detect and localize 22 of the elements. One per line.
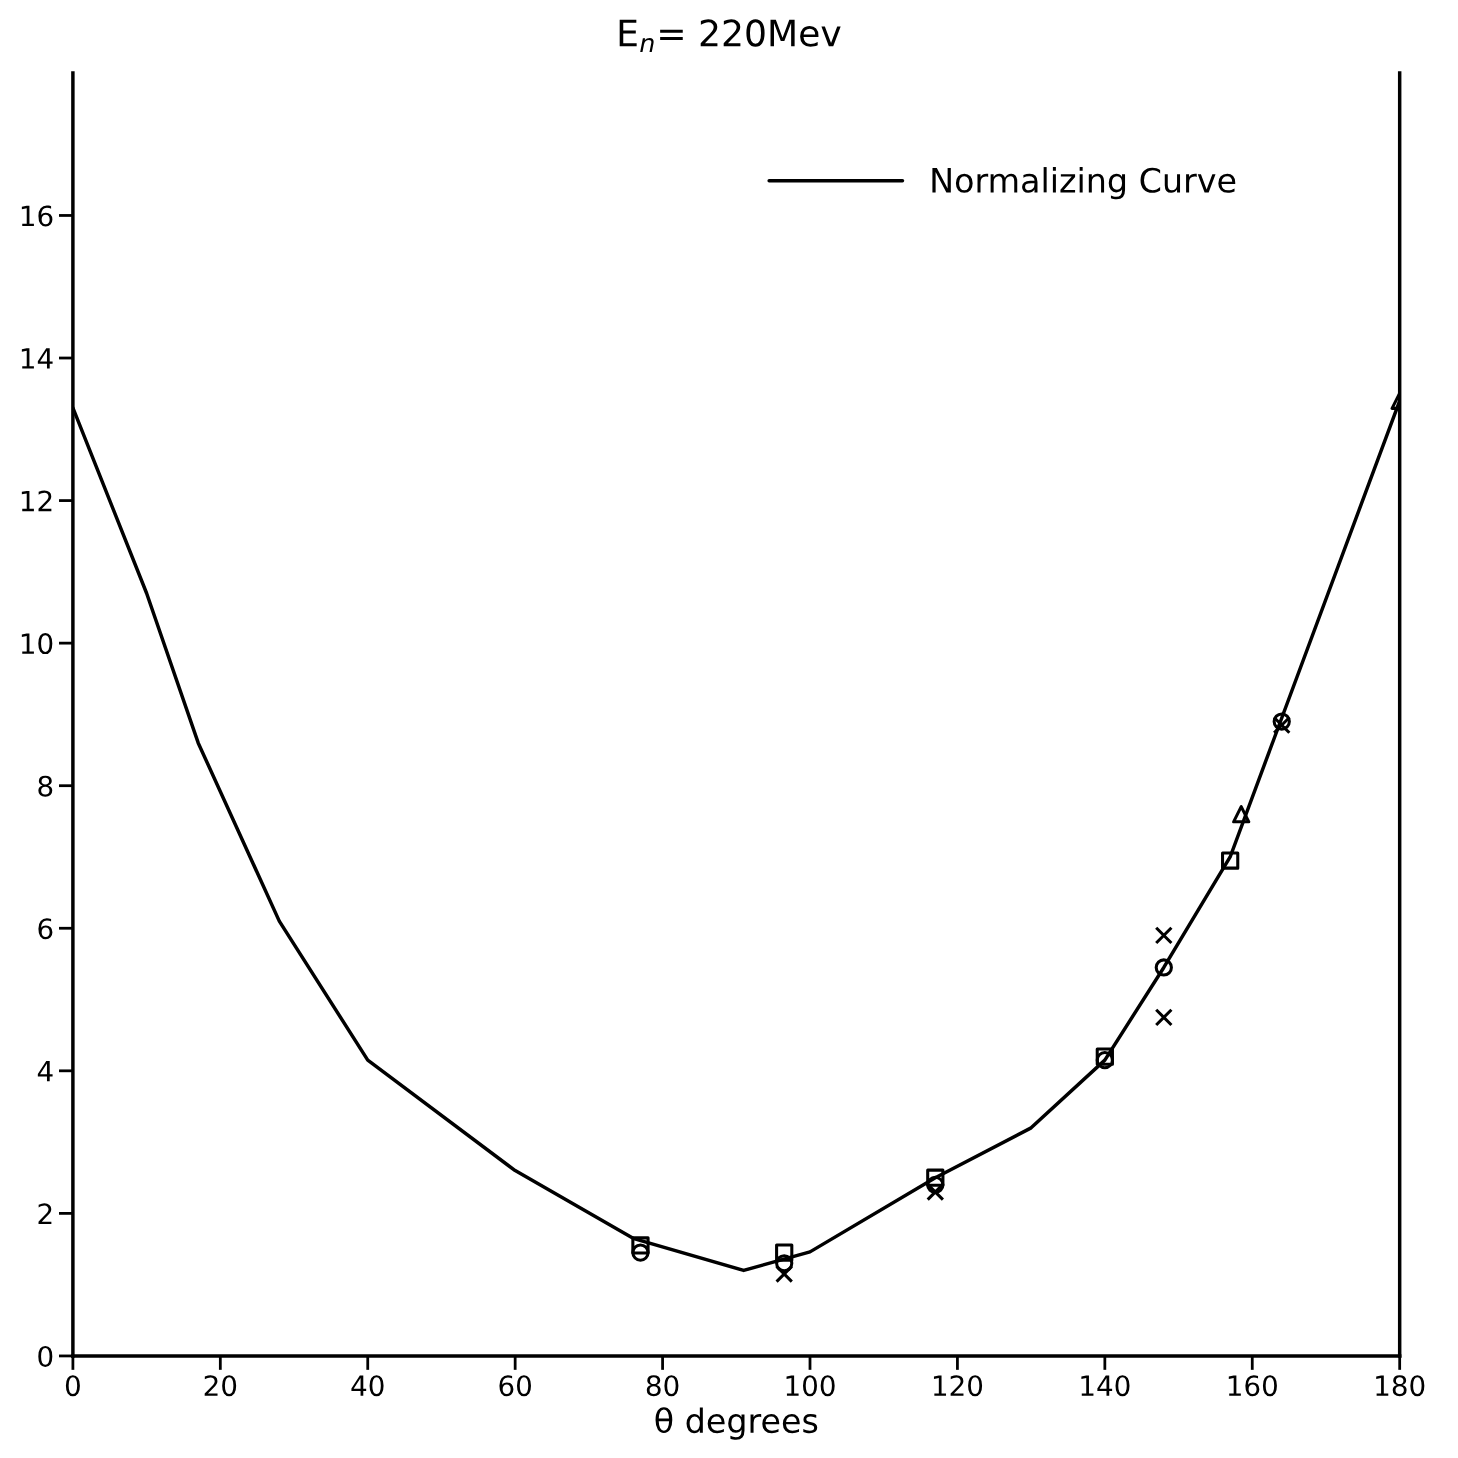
y-tick-label: 16 (21, 205, 53, 227)
x-tick-label: 120 (933, 1375, 983, 1397)
y-tick-label: 8 (38, 775, 53, 797)
x-tick-label: 160 (1228, 1375, 1277, 1397)
y-tick-label: 12 (21, 490, 52, 512)
y-tick-label: 2 (38, 1203, 52, 1224)
x-tick-label: 180 (1376, 1375, 1425, 1397)
x-tick-label: 20 (204, 1375, 237, 1397)
x-tick-label: 40 (351, 1375, 384, 1397)
x-tick-label: 60 (499, 1375, 531, 1397)
y-tick-label: 10 (21, 633, 53, 655)
x-tick-label: 100 (786, 1375, 835, 1397)
y-tick-label: 14 (21, 348, 53, 369)
y-tick-label: 0 (38, 1345, 53, 1367)
y-tick-label: 6 (38, 918, 53, 940)
chart-title: E$_{n}$= 220Mev (619, 19, 841, 53)
x-tick-label: 80 (646, 1375, 679, 1397)
y-tick-label: 4 (37, 1061, 53, 1082)
legend-label: Normalizing Curve (932, 167, 1236, 200)
x-axis-title: θ degrees (655, 1407, 818, 1440)
x-tick-label: 140 (1081, 1375, 1130, 1397)
x-tick-label: 0 (65, 1375, 80, 1397)
